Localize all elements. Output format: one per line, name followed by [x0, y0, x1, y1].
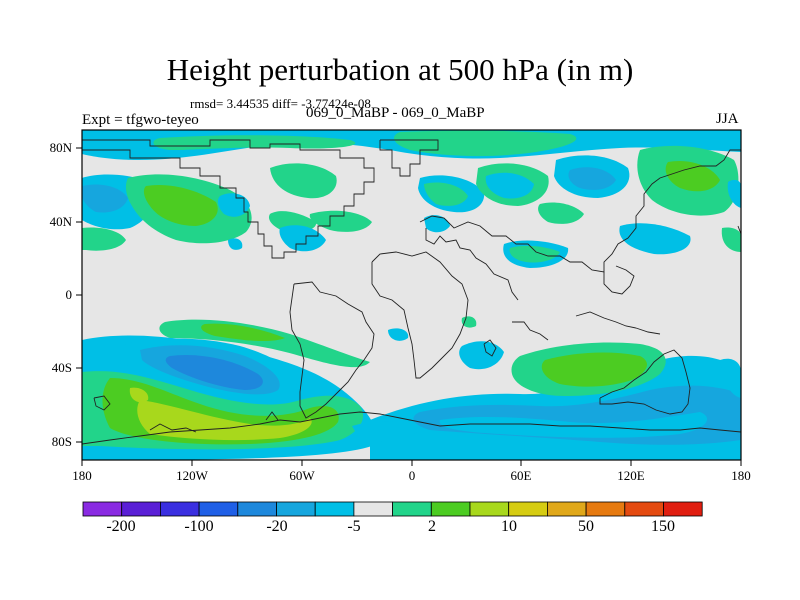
coastline: [265, 411, 279, 421]
fill-region: [727, 179, 741, 208]
colorbar-label: -200: [106, 518, 135, 535]
colorbar-label: -5: [347, 518, 360, 535]
fill-region: [82, 227, 126, 251]
colorbar-label: 150: [651, 518, 675, 535]
fill-region: [640, 347, 664, 365]
difference-label: 069_0_MaBP - 069_0_MaBP: [306, 105, 485, 121]
colorbar-box: [121, 501, 161, 517]
lon-tick-label: 60E: [511, 468, 532, 483]
fill-region: [129, 387, 149, 403]
colorbar-box: [547, 501, 587, 517]
lon-tick-label: 180: [72, 468, 92, 483]
fill-region: [665, 160, 720, 192]
coastline: [419, 149, 741, 273]
coastline: [599, 349, 691, 415]
experiment-label: Expt = tfgwo-teyeo: [82, 112, 199, 128]
fill-region: [201, 323, 285, 342]
stats-label: rmsd= 3.44535 diff= -3.77424e-08: [190, 96, 371, 111]
fill-region: [352, 421, 420, 442]
colorbar-box: [198, 501, 239, 517]
lon-tick-label: 60W: [289, 468, 315, 483]
coastline: [149, 423, 197, 433]
colorbar-label: 50: [578, 518, 594, 535]
colorbar-label: 2: [428, 518, 436, 535]
coastline: [289, 281, 375, 419]
lon-tick-label: 0: [409, 468, 416, 483]
season-label: JJA: [716, 111, 739, 127]
coastline: [603, 265, 635, 295]
fill-region: [424, 182, 468, 206]
fill-region: [143, 184, 218, 226]
fill-region: [309, 210, 372, 232]
plot-title: Height perturbation at 500 hPa (in m): [166, 52, 634, 87]
colorbar-box: [663, 501, 703, 517]
colorbar-label: -100: [184, 518, 213, 535]
fill-region: [568, 167, 616, 190]
colorbar-box: [469, 501, 510, 517]
colorbar-box: [314, 501, 355, 517]
colorbar: [82, 501, 703, 517]
fill-region: [459, 341, 504, 370]
coastline: [483, 339, 497, 357]
colorbar-box: [159, 501, 200, 517]
contour-fills: [82, 130, 741, 460]
coastline: [371, 251, 469, 379]
colorbar-box: [624, 501, 664, 517]
fill-region: [270, 163, 337, 199]
lon-tick-label: 120E: [617, 468, 645, 483]
colorbar-box: [392, 501, 432, 517]
fill-region: [439, 412, 708, 438]
fill-region: [485, 172, 534, 199]
colorbar-box: [430, 501, 471, 517]
fill-region: [721, 227, 741, 252]
fill-region: [720, 358, 741, 398]
lat-tick-label: 40N: [50, 214, 73, 229]
fill-region: [394, 130, 577, 157]
colorbar-box: [585, 501, 626, 517]
lat-tick-label: 80N: [50, 140, 73, 155]
colorbar-box: [353, 501, 393, 517]
coastline: [379, 139, 439, 177]
coastline: [93, 395, 111, 411]
fill-region: [538, 202, 584, 224]
fill-region: [137, 400, 312, 441]
colorbar-box: [237, 501, 277, 517]
lat-tick-label: 0: [66, 287, 73, 302]
lat-tick-label: 40S: [52, 360, 72, 375]
fill-region: [424, 215, 450, 233]
colorbar-box: [276, 501, 316, 517]
lat-tick-label: 80S: [52, 434, 72, 449]
colorbar-label: -20: [266, 518, 287, 535]
fill-region: [217, 193, 250, 217]
fill-region: [541, 352, 647, 387]
tick-marks: [76, 147, 742, 466]
coastlines: [82, 139, 741, 445]
fill-region: [388, 328, 409, 341]
lon-tick-label: 120W: [176, 468, 209, 483]
coastline: [82, 411, 741, 445]
coastline: [82, 139, 375, 259]
fill-region: [509, 245, 560, 263]
coastline: [512, 321, 549, 341]
colorbar-label: 10: [501, 518, 517, 535]
fill-region: [619, 223, 691, 255]
fill-region: [82, 184, 128, 213]
fill-region: [279, 225, 326, 252]
coastline: [425, 228, 519, 301]
colorbar-box: [508, 501, 548, 517]
fill-region: [228, 238, 243, 250]
lon-tick-label: 180: [731, 468, 751, 483]
fill-region: [165, 354, 263, 390]
colorbar-box: [82, 501, 123, 517]
coastline: [575, 311, 661, 335]
